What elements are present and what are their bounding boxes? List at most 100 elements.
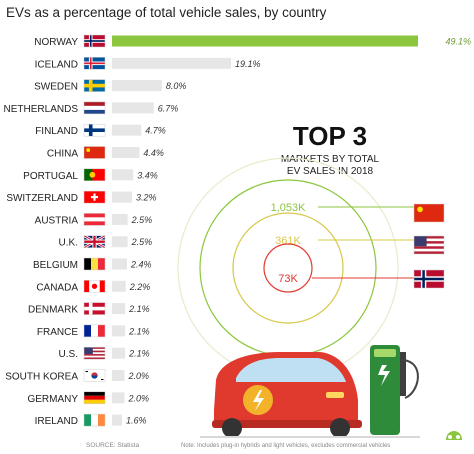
flag-trigram: [101, 379, 104, 380]
flag-border: [83, 257, 106, 271]
top3-title: TOP 3: [293, 121, 367, 151]
bar: [112, 169, 134, 181]
flag-cross-h: [84, 306, 105, 311]
bar-row: AUSTRIA 2.5%: [35, 213, 152, 226]
bar-row: FRANCE 2.1%: [37, 324, 150, 338]
bar-row: FINLAND 4.7%: [35, 123, 166, 137]
value-label: 2.0%: [127, 393, 149, 403]
flag-cross-inner-h: [414, 277, 444, 281]
china-flag: [413, 203, 445, 223]
portugal-flag: [83, 168, 106, 182]
flag-stripe: [414, 236, 444, 239]
flag-border: [83, 57, 106, 70]
flag-stripe: [84, 355, 105, 358]
flag-border: [83, 346, 106, 360]
finland-flag: [83, 123, 106, 137]
flag-border: [83, 391, 106, 405]
flag-stripe: [84, 414, 91, 427]
market-value: 1,053K: [271, 202, 307, 214]
bar-row: NORWAY 49.1%: [34, 34, 471, 48]
flag-cross-inner-h: [84, 40, 105, 42]
flag-canton: [414, 236, 427, 247]
charger-screen: [374, 349, 396, 357]
value-label: 2.0%: [127, 371, 149, 381]
footnote: Note: Includes plug-in hybrids and light…: [181, 443, 390, 449]
south-korea-flag: [83, 369, 106, 382]
bar: [112, 147, 140, 158]
flag-stripe: [98, 324, 105, 337]
category-label: IRELAND: [35, 416, 78, 427]
flag-stripe: [414, 251, 444, 254]
flag-cross-red-h: [84, 240, 105, 243]
bar-row: SOUTH KOREA 2.0%: [5, 369, 149, 383]
value-label: 2.5%: [131, 215, 153, 225]
flag-stripe: [84, 350, 105, 353]
flag-stripe: [84, 347, 105, 349]
bar-row: DENMARK 2.1%: [28, 302, 150, 316]
flag-stripe: [84, 399, 105, 404]
chart-title: EVs as a percentage of total vehicle sal…: [6, 5, 327, 20]
bar-row: NETHERLANDS 6.7%: [4, 101, 179, 115]
car-bumper: [212, 420, 362, 428]
france-flag: [83, 324, 106, 338]
flag-green: [84, 168, 93, 181]
germany-flag: [83, 391, 106, 405]
bar-row: CHINA 4.4%: [47, 146, 164, 160]
flag-stripe: [84, 101, 105, 106]
canada-flag: [83, 280, 106, 293]
value-label: 2.2%: [129, 282, 151, 292]
bar: [112, 303, 126, 315]
wheel: [222, 418, 242, 438]
category-label: NORWAY: [34, 37, 78, 48]
flag-stripe: [84, 324, 91, 337]
source-note: SOURCE: Statista: [86, 442, 139, 449]
bar: [112, 102, 154, 114]
bolt-icon: [253, 390, 264, 411]
bar-row: ICELAND 19.1%: [35, 57, 261, 70]
bar-row: GERMANY 2.0%: [27, 391, 149, 405]
iceland-flag: [83, 57, 106, 70]
category-label: SOUTH KOREA: [5, 372, 78, 383]
value-label: 3.4%: [137, 170, 158, 180]
flag-border: [413, 203, 445, 223]
bar: [112, 236, 128, 248]
flag-cross-h: [90, 196, 99, 199]
bar-row: U.K. 2.5%: [59, 234, 152, 249]
value-label: 6.7%: [158, 103, 179, 113]
norway-flag: [83, 34, 106, 48]
car-windshield: [236, 358, 346, 382]
value-label: 4.7%: [145, 126, 166, 136]
uk-flag: [83, 234, 106, 249]
brand-logo-eye: [456, 435, 460, 439]
flag-stripe: [84, 395, 105, 400]
value-label: 19.1%: [235, 59, 261, 69]
bar-chart: NORWAY 49.1% ICELAND 19.1% SWEDEN 8.0% NETHERL…: [4, 34, 471, 427]
brand-logo: [446, 431, 462, 440]
value-label: 8.0%: [166, 81, 187, 91]
flag-stripe: [414, 248, 444, 252]
value-label: 2.1%: [128, 326, 150, 336]
flag-stripe: [84, 105, 105, 110]
bar: [112, 124, 142, 136]
value-label: 4.4%: [143, 148, 164, 158]
netherlands-flag: [83, 101, 106, 115]
bar-row: SWITZERLAND 3.2%: [6, 190, 156, 204]
flag-star: [417, 206, 423, 213]
flag-taegeuk-blue: [91, 375, 98, 379]
flag-leaf: [91, 283, 98, 289]
market-circle: [263, 243, 313, 293]
category-label: FINLAND: [35, 126, 78, 137]
us-flag: [413, 235, 445, 255]
belgium-flag: [83, 257, 106, 271]
value-label: 1.6%: [126, 416, 147, 426]
flag-border: [83, 168, 106, 182]
flag-trigram: [85, 371, 88, 372]
flag-field: [84, 146, 105, 159]
ground-line: [200, 436, 420, 438]
top3-subtitle: MARKETS BY TOTAL: [281, 154, 380, 165]
flag-stripe: [84, 213, 105, 218]
category-label: ICELAND: [35, 59, 78, 70]
flag-stripe: [98, 414, 105, 427]
us-flag: [83, 346, 106, 360]
bar: [112, 258, 127, 270]
